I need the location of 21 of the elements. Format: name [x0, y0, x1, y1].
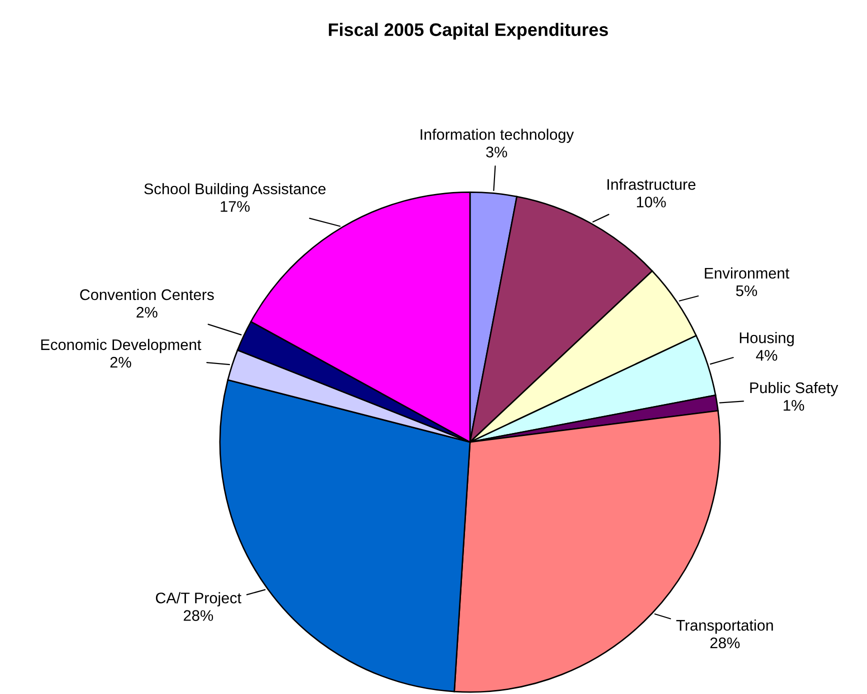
data-label: 28%: [710, 637, 740, 648]
slice-label: Economic Development: [41, 338, 202, 354]
slice-label: Information technology: [420, 128, 574, 143]
slice-label: Convention Centers: [80, 288, 214, 300]
data-label: 2%: [136, 306, 158, 318]
data-label: 1%: [784, 400, 804, 411]
slice-label: Transportation: [676, 620, 773, 634]
data-label: 10%: [636, 196, 666, 208]
slice-label: School Building Assistance: [144, 183, 326, 198]
data-label: 4%: [756, 350, 778, 361]
data-label: 5%: [736, 285, 758, 296]
data-label: 17%: [220, 201, 250, 212]
slice-label: CA/T Project: [156, 592, 242, 606]
chart-title: Fiscal 2005 Capital Expenditures: [328, 22, 608, 40]
slice-label: Environment: [704, 267, 790, 279]
slice-label: Housing: [740, 332, 794, 346]
data-label: 2%: [110, 356, 132, 368]
data-label: 3%: [486, 146, 508, 158]
slice-label: Public Safety: [750, 382, 838, 396]
data-label: 28%: [184, 610, 214, 621]
slice-label: Infrastructure: [608, 178, 696, 190]
